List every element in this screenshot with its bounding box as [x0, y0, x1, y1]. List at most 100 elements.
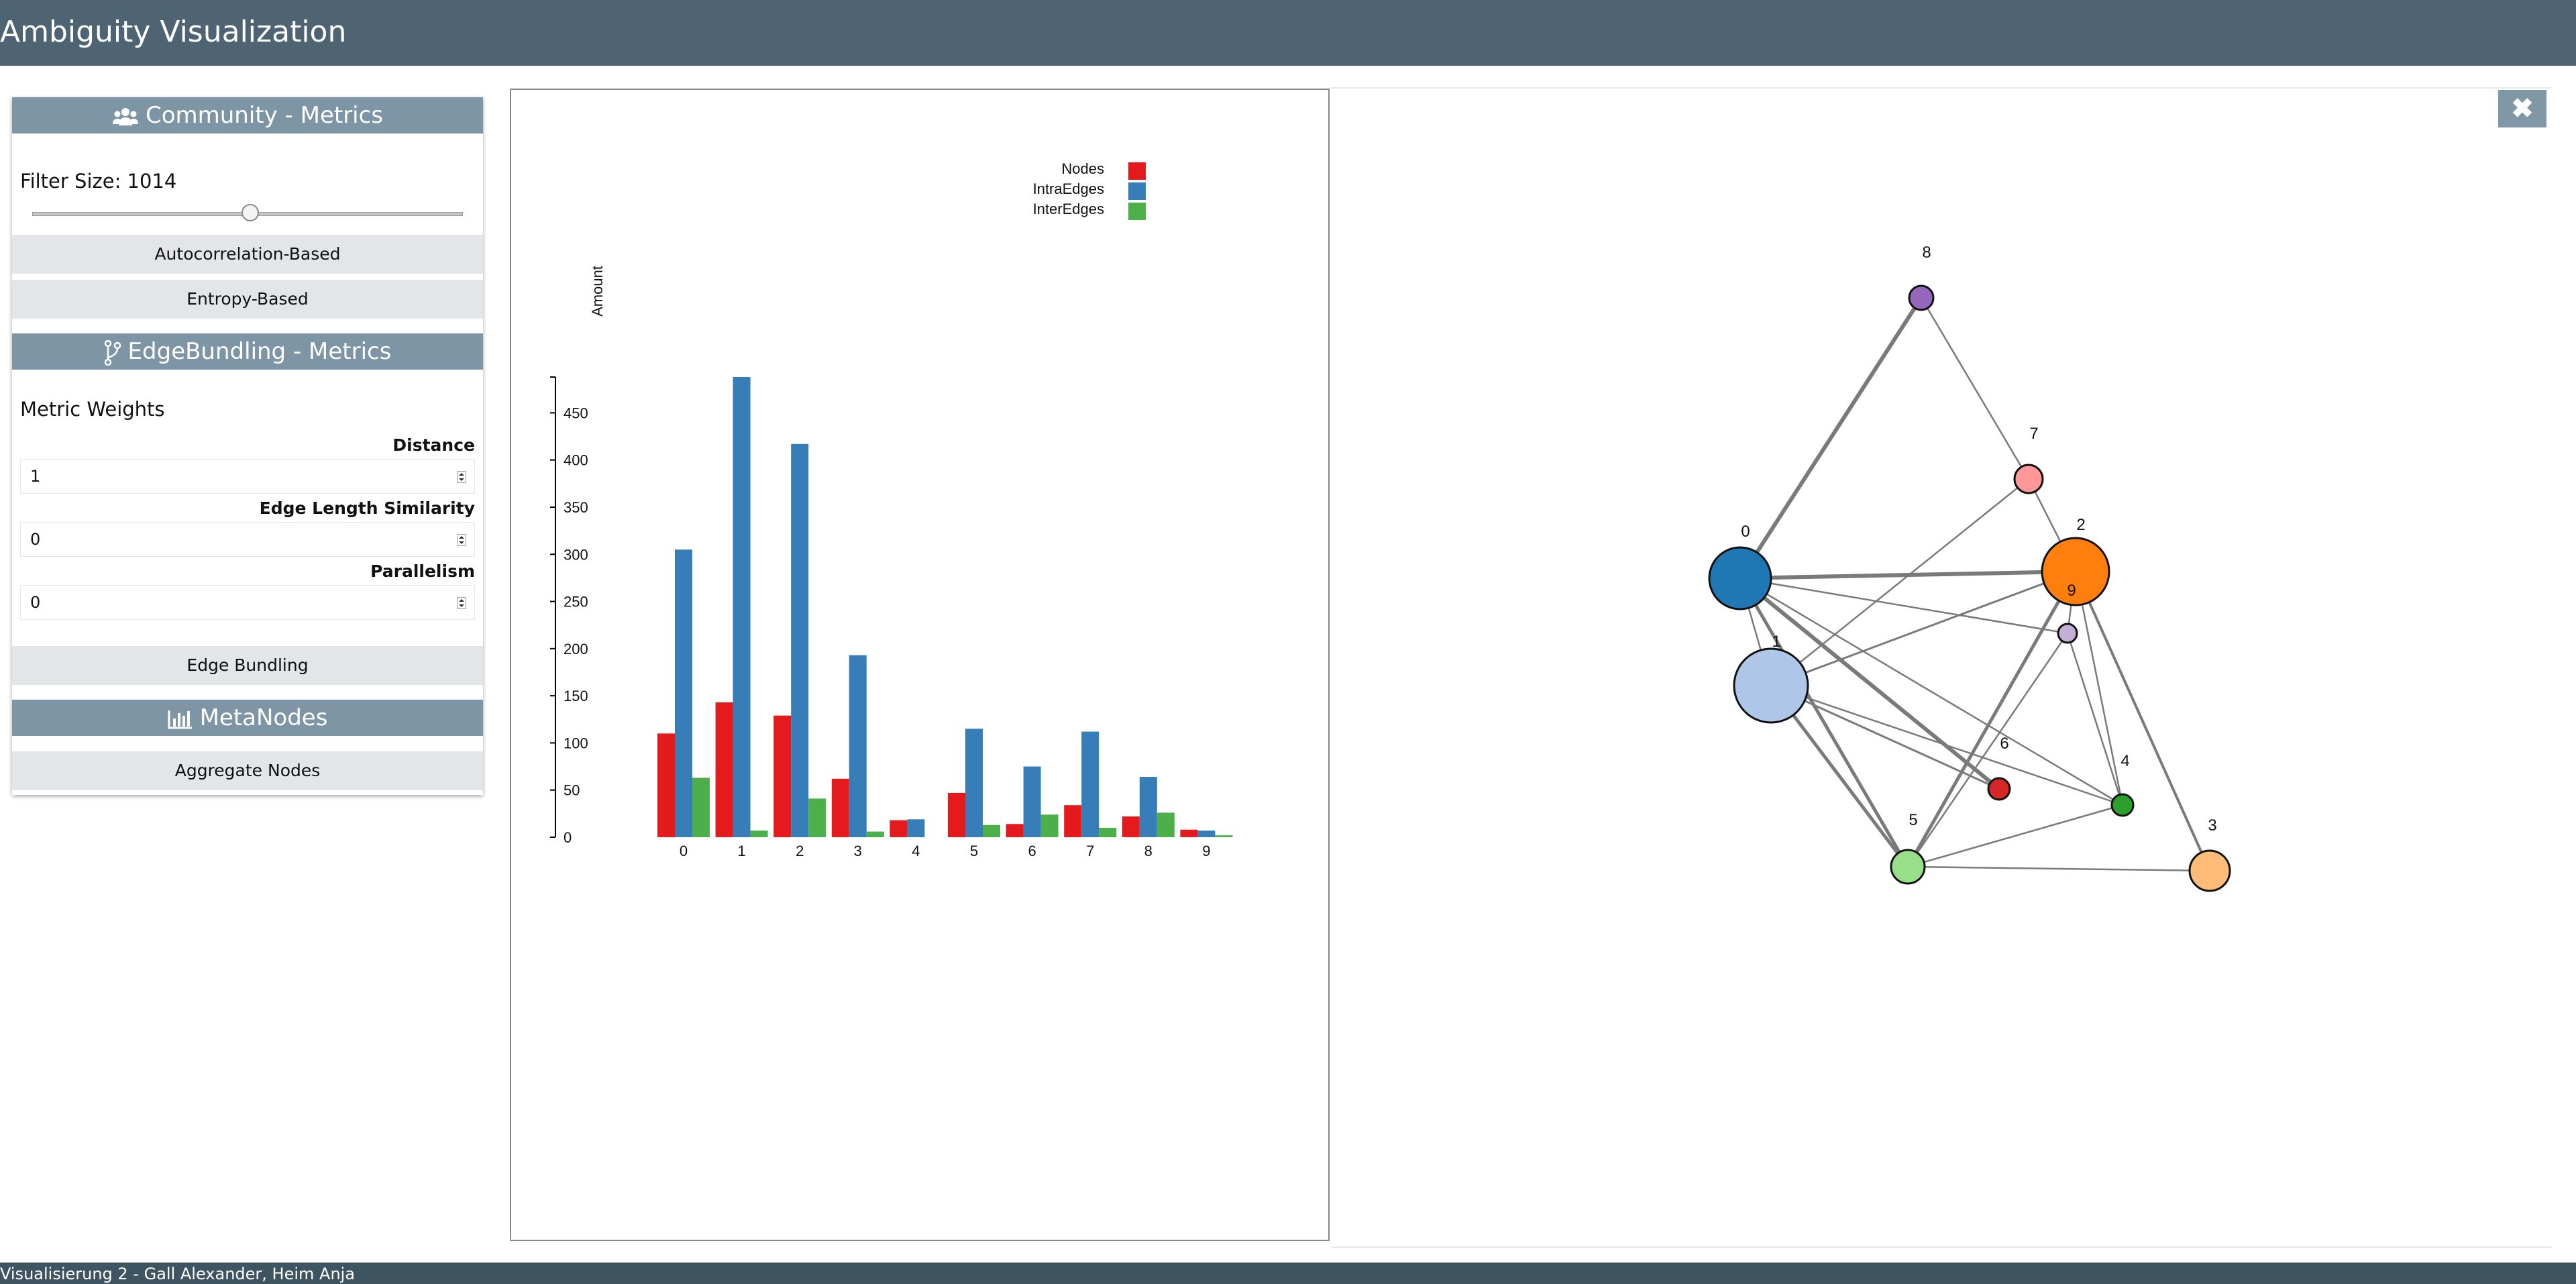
- distance-input[interactable]: 1: [20, 459, 475, 494]
- graph-node-7[interactable]: [2013, 464, 2044, 494]
- autocorrelation-based-button[interactable]: Autocorrelation-Based: [12, 235, 483, 274]
- legend-swatch-nodes: [1128, 162, 1146, 180]
- bar-interedges-3: [866, 831, 884, 837]
- graph-node-label-1: 1: [1772, 633, 1780, 651]
- slider-thumb[interactable]: [241, 204, 259, 221]
- graph-edge-5-3: [1907, 865, 2210, 872]
- graph-node-label-0: 0: [1741, 523, 1750, 541]
- graph-node-8[interactable]: [1908, 284, 1935, 311]
- graph-node-1[interactable]: [1733, 647, 1809, 724]
- legend-label-nodes: Nodes: [1061, 160, 1104, 177]
- edge-bundling-button[interactable]: Edge Bundling: [12, 646, 483, 685]
- y-tick-label: 400: [564, 452, 588, 469]
- graph-node-3[interactable]: [2188, 849, 2231, 892]
- bar-chart-panel: Nodes IntraEdges InterEdges Amount 0 50 100 1…: [510, 89, 1330, 1241]
- graph-edge-0-8: [1738, 297, 1923, 580]
- x-tick-label: 6: [1028, 843, 1036, 859]
- graph-edge-0-5: [1738, 577, 1910, 868]
- distance-spinner[interactable]: [457, 471, 466, 483]
- edge-length-similarity-value: 0: [30, 530, 41, 549]
- legend-label-intraedges: IntraEdges: [1033, 180, 1104, 197]
- graph-node-label-6: 6: [2000, 735, 2008, 753]
- chart-legend: Nodes IntraEdges InterEdges: [1033, 160, 1146, 220]
- x-tick-label: 4: [912, 843, 920, 859]
- community-metrics-header: Community - Metrics: [12, 97, 483, 133]
- bar-interedges-9: [1215, 835, 1233, 837]
- edge-length-similarity-input[interactable]: 0: [20, 522, 475, 557]
- bar-intraedges-8: [1139, 777, 1157, 837]
- metanodes-header: MetaNodes: [12, 700, 483, 736]
- y-tick-label: 450: [564, 405, 588, 421]
- filter-size-slider[interactable]: [20, 203, 474, 223]
- bar-interedges-5: [983, 824, 1000, 837]
- x-tick-label: 2: [796, 843, 804, 859]
- aggregate-nodes-button[interactable]: Aggregate Nodes: [12, 751, 483, 790]
- graph-edge-2-5: [1906, 570, 2078, 868]
- graph-edge-9-4: [2066, 633, 2124, 806]
- bar-interedges-0: [692, 778, 710, 837]
- graph-node-6[interactable]: [1987, 777, 2011, 801]
- app-title: Ambiguity Visualization: [0, 15, 347, 49]
- graph-node-2[interactable]: [2041, 537, 2110, 606]
- graph-edge-0-4: [1739, 577, 2123, 806]
- community-metrics-title: Community - Metrics: [145, 102, 384, 129]
- x-tick-label: 9: [1202, 843, 1210, 859]
- y-tick-label: 350: [564, 499, 588, 516]
- entropy-based-button[interactable]: Entropy-Based: [12, 280, 483, 319]
- graph-node-4[interactable]: [2110, 793, 2135, 817]
- community-graph-panel: 0 1 2 3 4 5 6 7 8 9: [1331, 87, 2552, 1248]
- bar-intraedges-5: [965, 729, 983, 837]
- close-icon: ✖: [2511, 94, 2534, 123]
- graph-node-5[interactable]: [1890, 849, 1926, 885]
- bar-chart-icon: [168, 710, 192, 729]
- graph-edge-1-4: [1770, 684, 2123, 806]
- bar-intraedges-3: [849, 655, 867, 837]
- parallelism-spinner[interactable]: [457, 597, 466, 609]
- y-tick-label: 300: [564, 546, 588, 563]
- graph-node-label-8: 8: [1922, 244, 1931, 262]
- graph-nodes: 0 1 2 3 4 5 6 7 8 9: [1708, 244, 2231, 892]
- y-tick-label: 200: [564, 641, 588, 657]
- metanodes-title: MetaNodes: [199, 704, 328, 731]
- users-icon: [112, 107, 138, 125]
- x-tick-label: 1: [737, 843, 745, 859]
- legend-swatch-intraedges: [1128, 182, 1146, 200]
- edge-length-similarity-spinner[interactable]: [457, 534, 466, 546]
- metric-weights-title: Metric Weights: [20, 398, 165, 421]
- y-tick-label: 50: [564, 782, 580, 799]
- bar-nodes-7: [1064, 805, 1082, 837]
- x-axis: 0 1 2 3 4 5 6 7 8 9: [680, 843, 1211, 859]
- y-axis-label: Amount: [589, 266, 606, 317]
- graph-edge-2-1: [1770, 570, 2076, 687]
- bar-nodes-5: [948, 792, 965, 837]
- parallelism-label: Parallelism: [370, 561, 475, 581]
- graph-node-label-4: 4: [2121, 752, 2129, 770]
- y-tick-label: 0: [564, 829, 572, 846]
- graph-edge-0-6: [1739, 576, 2000, 791]
- bar-nodes-4: [890, 820, 908, 837]
- parallelism-input[interactable]: 0: [20, 585, 475, 620]
- graph-node-label-2: 2: [2076, 516, 2085, 534]
- y-tick-label: 100: [564, 735, 588, 751]
- bar-intraedges-0: [675, 549, 692, 837]
- sidebar: Community - Metrics Filter Size: 1014 Au…: [12, 97, 483, 795]
- close-button[interactable]: ✖: [2498, 90, 2546, 127]
- bar-interedges-8: [1157, 812, 1175, 837]
- graph-node-0[interactable]: [1708, 546, 1772, 610]
- bar-interedges-6: [1040, 814, 1059, 837]
- legend-swatch-interedges: [1128, 203, 1146, 220]
- bar-intraedges-9: [1197, 831, 1216, 837]
- graph-edge-8-7: [1920, 297, 2030, 480]
- x-tick-label: 8: [1144, 843, 1152, 859]
- app-footer: Visualisierung 2 - Gall Alexander, Heim …: [0, 1263, 2576, 1284]
- code-branch-icon: [104, 339, 121, 366]
- bars: [657, 377, 1233, 837]
- bar-nodes-9: [1180, 829, 1198, 837]
- graph-edge-7-1: [1770, 478, 2029, 686]
- edgebundling-metrics-header: EdgeBundling - Metrics: [12, 333, 483, 370]
- graph-node-9[interactable]: [2057, 623, 2078, 644]
- distance-value: 1: [30, 467, 41, 486]
- x-tick-label: 7: [1086, 843, 1094, 859]
- community-graph: 0 1 2 3 4 5 6 7 8 9: [1708, 244, 2231, 892]
